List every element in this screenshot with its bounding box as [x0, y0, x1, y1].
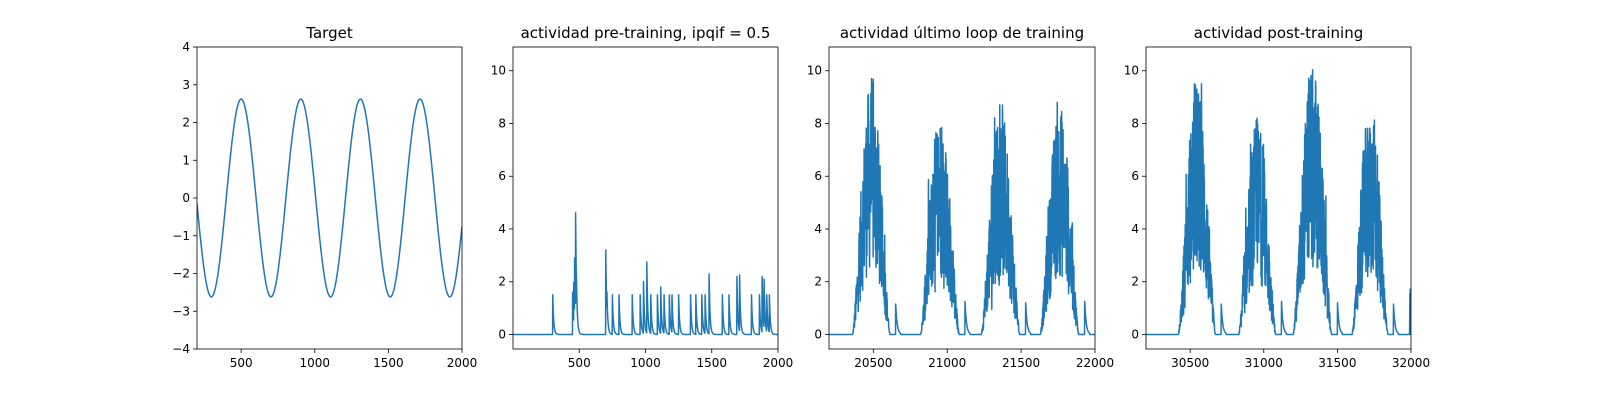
y-tick-label: 2	[498, 275, 506, 289]
x-tick-label: 1500	[696, 356, 727, 370]
y-tick-label: 4	[498, 222, 506, 236]
y-tick-label: −4	[172, 342, 190, 356]
series-line	[513, 212, 778, 336]
y-tick-label: 2	[1131, 275, 1139, 289]
subplot-1: Target 500 1000 1500 2000 −4 −3 −2 −1 0 1 2 3 4	[172, 24, 477, 370]
y-tick-label: 6	[814, 169, 822, 183]
subplot-title: Target	[305, 24, 353, 42]
y-tick-label: −2	[172, 267, 190, 281]
x-tick-label: 21000	[928, 356, 966, 370]
y-tick-label: 8	[1131, 116, 1139, 130]
y-tick-label: 2	[182, 116, 190, 130]
axes-frame	[196, 46, 463, 350]
y-tick-label: 0	[182, 191, 190, 205]
series-line	[829, 77, 1095, 336]
y-tick-label: 4	[1131, 222, 1139, 236]
x-tick-label: 500	[568, 356, 591, 370]
subplot-2: actividad pre-training, ipqif = 0.5 500 10…	[491, 24, 794, 370]
x-tick-label: 1500	[373, 356, 404, 370]
y-tick-label: 10	[491, 64, 506, 78]
x-tick-label: 2000	[763, 356, 794, 370]
subplot-title: actividad pre-training, ipqif = 0.5	[521, 24, 771, 42]
x-tick-label: 20500	[854, 356, 892, 370]
y-tick-label: 6	[1131, 169, 1139, 183]
y-tick-label: −1	[172, 229, 190, 243]
x-tick-label: 21500	[1002, 356, 1040, 370]
subplot-title: actividad último loop de training	[840, 24, 1084, 42]
axes-frame	[1145, 46, 1412, 350]
y-tick-label: 0	[498, 327, 506, 341]
series-line	[197, 98, 462, 298]
y-tick-label: 10	[807, 64, 822, 78]
x-tick-label: 30500	[1171, 356, 1209, 370]
y-tick-label: 3	[182, 78, 190, 92]
x-tick-label: 22000	[1076, 356, 1114, 370]
y-tick-label: 4	[814, 222, 822, 236]
x-tick-label: 2000	[447, 356, 478, 370]
y-tick-label: 0	[1131, 327, 1139, 341]
x-tick-label: 31500	[1318, 356, 1356, 370]
x-tick-label: 31000	[1245, 356, 1283, 370]
y-tick-label: 8	[814, 116, 822, 130]
y-tick-label: −3	[172, 304, 190, 318]
series-line	[1146, 69, 1411, 336]
y-tick-label: 2	[814, 275, 822, 289]
x-tick-label: 500	[230, 356, 253, 370]
y-tick-label: 10	[1124, 64, 1139, 78]
x-tick-label: 1000	[630, 356, 661, 370]
x-tick-label: 32000	[1392, 356, 1430, 370]
y-tick-label: 4	[182, 40, 190, 54]
x-tick-label: 1000	[300, 356, 331, 370]
y-tick-label: 6	[498, 169, 506, 183]
y-tick-label: 0	[814, 327, 822, 341]
subplot-title: actividad post-training	[1194, 24, 1363, 42]
axes-frame	[828, 46, 1096, 350]
y-tick-label: 1	[182, 153, 190, 167]
subplot-4: actividad post-training 30500 31000 31500 32…	[1124, 24, 1430, 370]
y-tick-label: 8	[498, 116, 506, 130]
